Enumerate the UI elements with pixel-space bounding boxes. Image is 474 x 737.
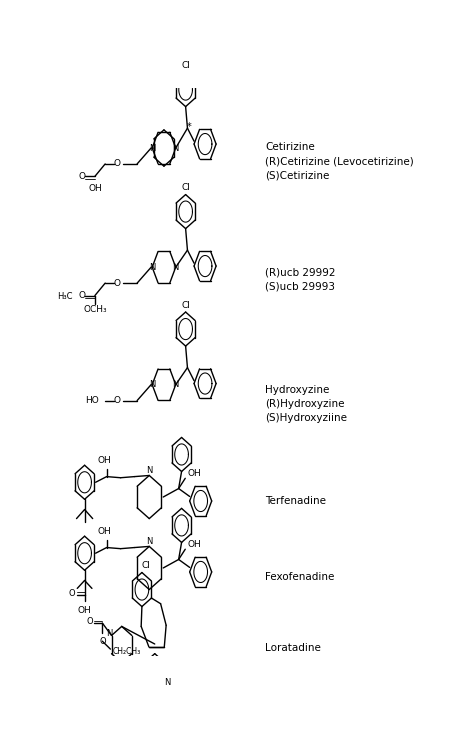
Text: OH: OH — [98, 456, 112, 465]
Text: Cl: Cl — [181, 184, 190, 192]
Text: *: * — [187, 122, 191, 132]
Text: OH: OH — [98, 527, 112, 537]
Text: N: N — [149, 380, 155, 389]
Text: O: O — [78, 172, 85, 181]
Text: N: N — [146, 537, 153, 546]
Text: OH: OH — [88, 184, 102, 193]
Text: N: N — [164, 677, 171, 687]
Text: CH₂CH₃: CH₂CH₃ — [113, 647, 141, 656]
Text: O: O — [78, 291, 85, 300]
Text: Hydroxyzine
(R)Hydroxyzine
(S)Hydroxyziine: Hydroxyzine (R)Hydroxyzine (S)Hydroxyzii… — [265, 385, 347, 423]
Text: Terfenadine: Terfenadine — [265, 496, 326, 506]
Text: N: N — [173, 380, 179, 389]
Text: OH: OH — [78, 606, 91, 615]
Text: (R)ucb 29992
(S)ucb 29993: (R)ucb 29992 (S)ucb 29993 — [265, 268, 336, 291]
Text: O: O — [114, 159, 121, 169]
Text: O: O — [86, 618, 93, 626]
Text: O: O — [99, 637, 106, 646]
Text: Cetirizine
(R)Cetirizine (Levocetirizine)
(S)Cetirizine: Cetirizine (R)Cetirizine (Levocetirizine… — [265, 142, 414, 181]
Text: O: O — [114, 279, 121, 287]
Text: N: N — [149, 262, 155, 272]
Text: N: N — [149, 144, 155, 153]
Text: N: N — [173, 144, 179, 153]
Text: N: N — [146, 467, 153, 475]
Text: OH: OH — [188, 540, 201, 549]
Text: Cl: Cl — [181, 61, 190, 70]
Text: N: N — [106, 629, 112, 638]
Text: Cl: Cl — [181, 301, 190, 310]
Text: H₃C: H₃C — [57, 292, 73, 301]
Text: O: O — [114, 396, 121, 405]
Text: Cl: Cl — [141, 561, 150, 570]
Text: N: N — [173, 262, 179, 272]
Text: Fexofenadine: Fexofenadine — [265, 572, 334, 582]
Text: Loratadine: Loratadine — [265, 643, 321, 654]
Text: OH: OH — [188, 469, 201, 478]
Text: O: O — [68, 589, 75, 598]
Text: OCH₃: OCH₃ — [83, 304, 107, 314]
Text: HO: HO — [85, 396, 99, 405]
